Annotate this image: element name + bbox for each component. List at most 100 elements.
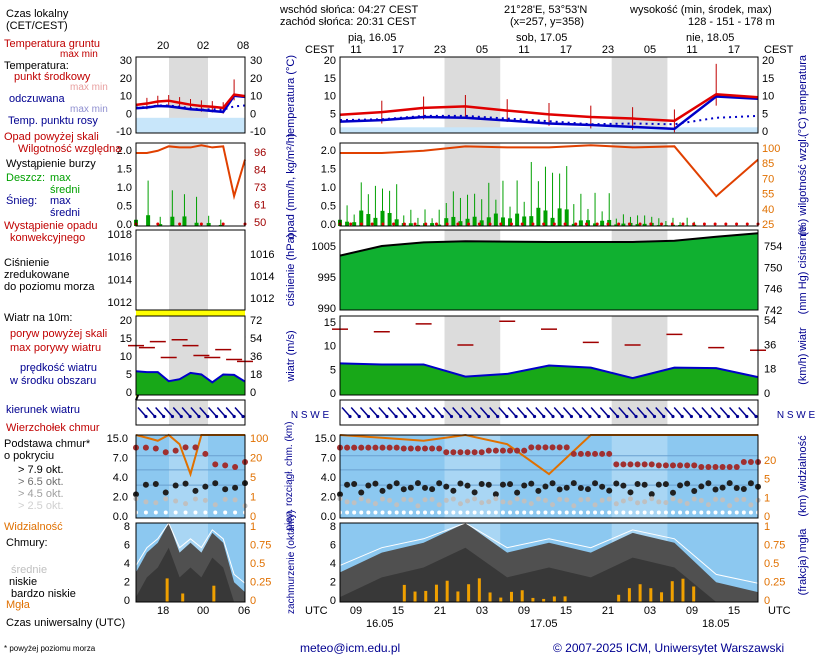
- fog-axis-title: (frakcja) mgła: [797, 528, 809, 596]
- rain-max-label: max: [50, 172, 71, 184]
- cloud-base-dot: [613, 501, 619, 507]
- cloud-base-dot: [578, 510, 583, 515]
- cloud-base-dot: [733, 485, 740, 492]
- rain-mean-bar: [206, 222, 211, 226]
- cloud-top-dot: [606, 450, 613, 457]
- fog-bar: [660, 592, 664, 602]
- perceived-line: [135, 94, 246, 114]
- wind-arrow: [137, 407, 147, 417]
- temp-mid-line: [135, 93, 246, 110]
- conv-precip-marker: [542, 222, 546, 226]
- pressure-area: [340, 233, 758, 310]
- rain-mean-bar: [536, 207, 541, 226]
- rain-mean-bar: [621, 223, 626, 226]
- cloud-tick: 2.0: [321, 492, 336, 504]
- rain-mean-bar: [543, 210, 548, 226]
- wind-arrow: [433, 407, 443, 417]
- wind-panel-frame: [135, 315, 246, 396]
- cloud-base-dot: [422, 484, 429, 491]
- wind-arrow-head: [689, 414, 694, 419]
- cloud-base-dot: [692, 510, 697, 515]
- wind-tick: 36: [764, 339, 776, 351]
- wind-arrow-head: [468, 414, 472, 419]
- wind-arrow-head: [754, 414, 758, 419]
- night-band: [169, 143, 208, 226]
- conv-precip-marker: [702, 222, 706, 226]
- wind-arrow-head: [431, 414, 435, 419]
- mini-visibility-tick: 5: [250, 472, 256, 484]
- email-link[interactable]: meteo@icm.edu.pl: [300, 641, 401, 655]
- cloud-base-dot: [213, 510, 218, 515]
- pressure-panel-frame: [135, 229, 246, 311]
- wind-arrow: [599, 407, 609, 417]
- cloud-top-dot: [542, 444, 549, 451]
- cloud-base-dot: [656, 510, 661, 515]
- wind-arrow-head: [449, 414, 454, 419]
- cloud-base-dot: [521, 482, 528, 489]
- wind-dir-panel-frame: [339, 399, 759, 426]
- cloud-base-dot: [712, 496, 718, 502]
- conv-precip-marker: [467, 222, 471, 226]
- conv-precip-marker: [349, 222, 353, 226]
- wind-speed-line: [135, 370, 246, 384]
- mini-precip-tick: 1.5: [117, 164, 132, 176]
- cloud-base-dot: [521, 498, 527, 504]
- cloud-top-dot: [528, 444, 535, 451]
- cloud-base-dot: [670, 510, 675, 515]
- visibility-tick: 5: [764, 474, 770, 486]
- mini-cloud-tick: 7.0: [113, 453, 128, 465]
- wind-arrow: [618, 407, 628, 417]
- wind-arrow: [216, 407, 226, 417]
- wind-dir-label: kierunek wiatru: [6, 404, 80, 416]
- conv-precip-marker: [649, 222, 653, 226]
- rain-mean-bar: [408, 223, 413, 226]
- night-band: [444, 400, 501, 425]
- precip-above-label: Opad powyżej skali: [4, 131, 99, 143]
- cloud-base-dot: [613, 480, 620, 487]
- cloud-base-dot: [528, 480, 535, 487]
- compass-left: N S W E: [291, 410, 330, 421]
- cloud-base-dot: [698, 497, 704, 503]
- conv-precip-marker: [638, 222, 642, 226]
- pressure-axis-title: ciśnienie (hPa): [285, 234, 297, 307]
- wind-arrow-head: [505, 414, 509, 419]
- wind-arrow-head: [662, 414, 666, 419]
- wind-arrow: [682, 407, 692, 417]
- wind-arrow: [655, 407, 665, 417]
- cloud-base-dot: [373, 510, 378, 515]
- cloud-top-dot: [457, 449, 464, 456]
- rain-mean-bar: [571, 223, 576, 226]
- cloud-base-dot: [592, 502, 598, 508]
- conv-precip-marker: [434, 222, 438, 226]
- temp-mid-line: [339, 92, 759, 123]
- cloud-base-dot: [379, 487, 386, 494]
- rain-mean-bar: [158, 224, 163, 226]
- wind-arrow: [470, 407, 480, 417]
- copyright-text: © 2007-2025 ICM, Uniwersytet Warszawski: [553, 641, 785, 655]
- precip-panel-bg: [340, 143, 758, 226]
- cloud-base-dot: [232, 497, 238, 503]
- cloud-base-dot: [450, 487, 457, 494]
- wind-speed-line: [339, 362, 759, 380]
- mini-humidity-tick: 84: [254, 165, 266, 177]
- cloud-top-dot: [499, 447, 506, 454]
- wind-arrow-head: [542, 414, 546, 419]
- wind-arrow: [461, 407, 471, 417]
- mini-fog-tick: 1: [250, 521, 256, 533]
- cest-label: CEST: [764, 44, 794, 56]
- mid-point-label: punkt środkowy: [14, 71, 91, 83]
- cloud-top-dot: [684, 462, 691, 469]
- temp-axis-title: temperatura (°C): [285, 55, 297, 137]
- cloud-base-dot: [614, 510, 619, 515]
- cloud-top-dot: [485, 447, 492, 454]
- wind-arrow: [701, 407, 711, 417]
- rain-mean-bar: [458, 221, 463, 226]
- cest-hour: 17: [559, 44, 573, 56]
- rain-mean-bar: [218, 224, 223, 226]
- cloud-base-dot: [677, 482, 684, 489]
- bottom-date: 17.05: [530, 618, 558, 630]
- cloud-base-dot: [436, 480, 443, 487]
- conv-precip-marker: [445, 222, 449, 226]
- cloud-base-dot: [499, 481, 506, 488]
- wind-arrow-head: [597, 414, 601, 419]
